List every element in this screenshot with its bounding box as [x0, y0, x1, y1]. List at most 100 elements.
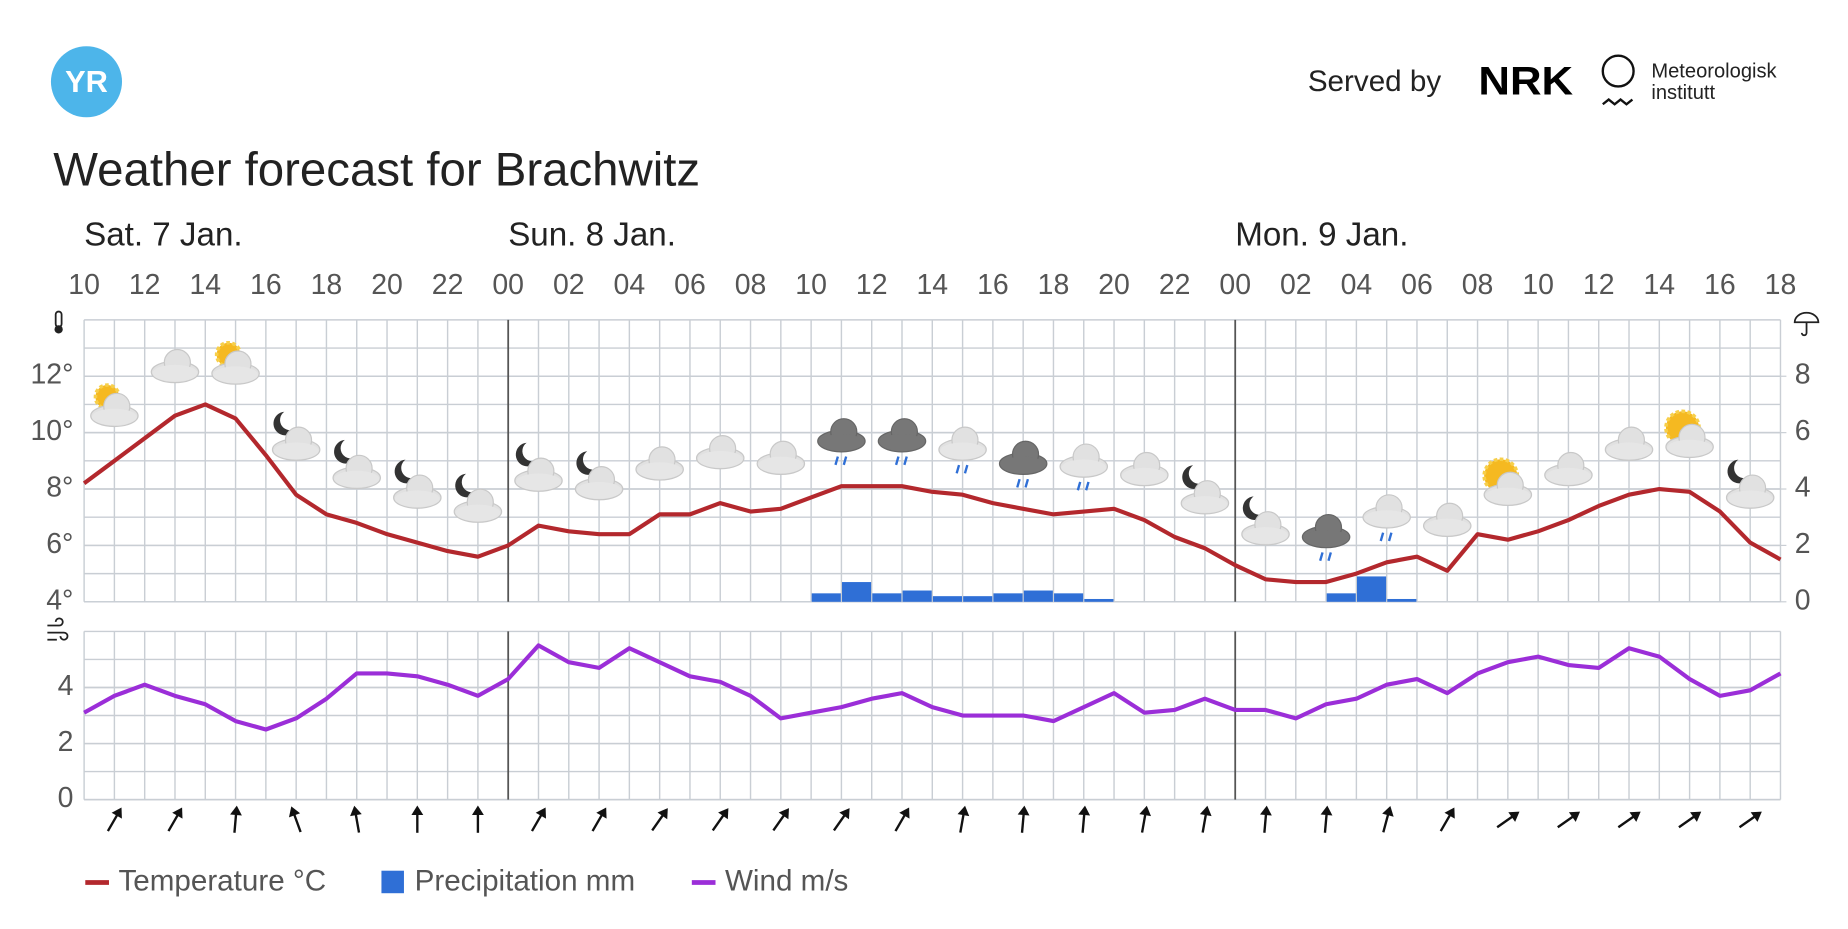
precip-bar: [1356, 576, 1387, 602]
wind-arrow-head: [230, 805, 242, 816]
day-label: Sun. 8 Jan.: [508, 217, 676, 254]
wind-arrow: [167, 807, 183, 832]
weather-icon: [1422, 502, 1472, 538]
rain: [1387, 532, 1393, 542]
x-tick-label: 08: [735, 269, 767, 301]
cloud: [1364, 510, 1410, 527]
wind-arrow-head: [1199, 805, 1212, 817]
wind-arrow-head: [411, 805, 424, 816]
x-tick-label: 06: [1401, 269, 1433, 301]
wind-arrow: [894, 807, 910, 832]
wind-arrow: [1738, 811, 1762, 829]
cloud: [1303, 529, 1349, 547]
wind-arrow-head: [1508, 811, 1520, 822]
x-tick-label: 02: [553, 269, 585, 301]
temperature-line: [82, 402, 1782, 585]
met-name: institutt: [1651, 82, 1715, 104]
cloud: [879, 434, 925, 451]
x-tick-label: 14: [189, 269, 221, 301]
wind-arrow-head: [1568, 811, 1581, 822]
rain: [1379, 532, 1385, 542]
chart-title: Weather forecast for Brachwitz: [53, 143, 700, 196]
cloud: [213, 366, 259, 383]
weather-icon: [1544, 451, 1593, 487]
wind-arrow-head: [1017, 805, 1030, 816]
moon: [273, 411, 297, 436]
cloud: [758, 456, 804, 474]
weather-icon: [332, 439, 382, 490]
wind-tick-label: 2: [58, 726, 74, 758]
logo: [50, 46, 123, 118]
y2-tick-label: 4: [1795, 472, 1811, 504]
y-tick-label: 6°: [46, 528, 73, 560]
wind-arrow-head: [778, 808, 789, 820]
rain: [1327, 552, 1332, 562]
wind-arrow: [1496, 811, 1520, 829]
wind-arrow: [1617, 811, 1641, 829]
weather-icon: [1664, 409, 1714, 459]
cloud: [637, 462, 683, 479]
weather-icon: [756, 440, 806, 475]
wind-arrow: [106, 807, 122, 832]
wind-arrow-head: [111, 807, 122, 819]
precip-bar: [993, 593, 1023, 602]
wind-arrow-head: [596, 807, 607, 819]
precip-bar: [1387, 598, 1417, 602]
legend-label: Temperature °C: [118, 864, 326, 897]
precip-bar: [1023, 590, 1053, 602]
rain: [1024, 478, 1030, 488]
wind-arrow: [1078, 805, 1091, 833]
x-tick-label: 14: [916, 269, 948, 301]
rain: [1076, 481, 1082, 491]
weather-icon: [635, 446, 684, 481]
moon: [515, 442, 539, 467]
weather-icon: [1725, 459, 1775, 509]
wind-arrow: [288, 806, 302, 833]
wind-arrow-head: [839, 808, 850, 820]
wind-arrow-head: [1382, 806, 1394, 817]
x-tick-label: 10: [795, 269, 827, 301]
weather-icon: [877, 418, 927, 466]
x-tick-label: 06: [674, 269, 706, 301]
weather-icon: [1604, 426, 1654, 461]
weather-icon: [817, 418, 866, 466]
y2-tick-label: 0: [1795, 584, 1811, 616]
x-tick-label: 04: [1341, 269, 1373, 301]
y2-tick-label: 8: [1795, 359, 1811, 391]
wind-arrow: [1260, 805, 1272, 833]
wind-arrow-head: [471, 805, 484, 816]
wind-arrow-head: [535, 807, 546, 819]
cloud: [576, 482, 622, 499]
y-tick-label: 8°: [46, 472, 73, 504]
wind-arrow-head: [657, 808, 668, 820]
weather-icon: [514, 442, 563, 492]
wind-arrow-head: [1629, 811, 1641, 822]
moon: [1182, 465, 1205, 489]
cloud: [1061, 459, 1107, 477]
wind-arrow: [1139, 805, 1151, 833]
wind-arrow: [350, 805, 362, 833]
met-name: Meteorologisk: [1651, 61, 1777, 83]
served-by: Served by: [1308, 65, 1442, 98]
moon: [1727, 459, 1751, 484]
weather-icon: [998, 440, 1048, 488]
x-tick-label: 12: [1583, 269, 1615, 301]
weather-icon: [1059, 443, 1109, 491]
x-tick-label: 22: [432, 269, 464, 301]
wind-arrow-head: [1320, 805, 1333, 816]
rain: [894, 456, 900, 466]
wind-arrow: [711, 808, 729, 832]
cloud: [1182, 496, 1228, 513]
wind-arrow: [1678, 811, 1702, 829]
cloud: [1727, 490, 1773, 508]
weather-icon: [211, 340, 260, 385]
y-tick-label: 10°: [30, 415, 73, 447]
weather-icon: [1482, 457, 1533, 507]
x-tick-label: 10: [1522, 269, 1554, 301]
weather-icon: [1180, 465, 1230, 515]
moon: [1242, 496, 1266, 520]
weather-icon: [1241, 496, 1290, 546]
weather-icon: [938, 426, 987, 474]
thermometer-icon: [54, 310, 63, 334]
x-tick-label: 14: [1643, 269, 1675, 301]
